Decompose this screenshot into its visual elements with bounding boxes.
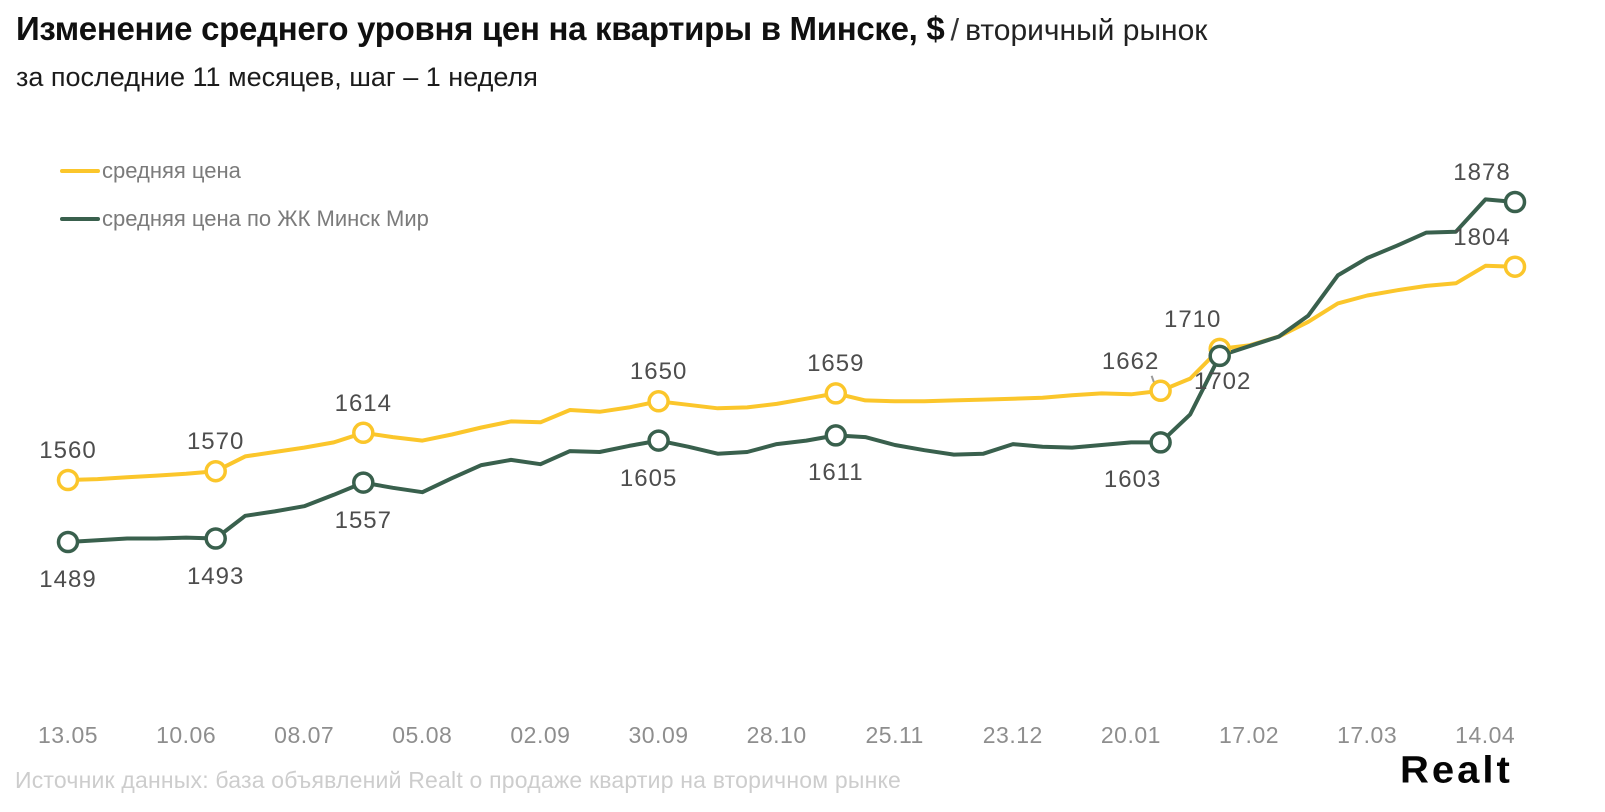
legend-item-average-price: средняя цена — [60, 157, 429, 185]
series-line — [66, 197, 1517, 544]
data-point-marker — [1503, 255, 1527, 278]
data-point-marker — [1149, 431, 1172, 454]
data-point-marker — [204, 527, 227, 550]
data-point-marker — [824, 382, 848, 405]
series-line — [66, 263, 1517, 482]
legend-item-minsk-mir: средняя цена по ЖК Минск Мир — [60, 205, 429, 233]
legend-label: средняя цена — [102, 158, 241, 183]
data-point-marker — [56, 468, 80, 492]
title-main: Изменение среднего уровня цен на квартир… — [16, 10, 945, 47]
legend-line-swatch-green — [60, 217, 100, 221]
data-point-marker — [352, 421, 375, 445]
title-suffix: вторичный рынок — [965, 14, 1208, 47]
chart-legend: средняя цена средняя цена по ЖК Минск Ми… — [60, 157, 429, 253]
data-point-marker — [1503, 190, 1527, 214]
legend-label: средняя цена по ЖК Минск Мир — [102, 206, 429, 231]
data-point-marker — [1149, 379, 1172, 403]
data-source-note: Источник данных: база объявлений Realt о… — [15, 767, 901, 793]
data-point-marker — [647, 390, 670, 413]
data-point-marker — [647, 429, 670, 452]
page-title: Изменение среднего уровня цен на квартир… — [16, 10, 1586, 48]
legend-line-swatch-yellow — [60, 169, 100, 173]
data-point-marker — [824, 424, 848, 447]
realt-logo: Realt — [1400, 749, 1513, 791]
data-point-marker — [56, 530, 80, 554]
data-point-marker — [1208, 344, 1231, 368]
data-point-marker — [204, 459, 227, 483]
title-separator: / — [950, 12, 960, 47]
data-point-marker — [352, 471, 375, 494]
chart-subtitle: за последние 11 месяцев, шаг – 1 неделя — [16, 62, 538, 92]
chart-header: Изменение среднего уровня цен на квартир… — [16, 10, 1586, 93]
